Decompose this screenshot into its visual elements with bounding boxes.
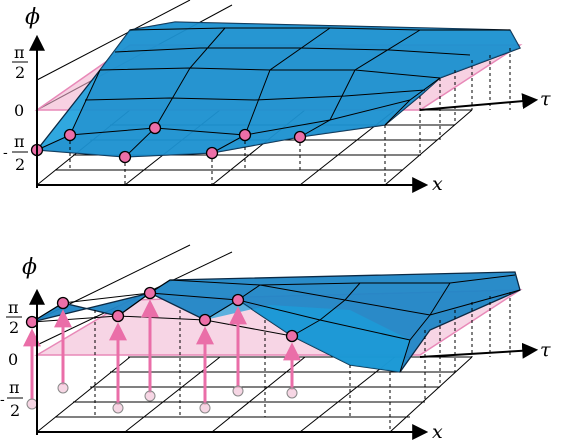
svg-text:-: -	[0, 392, 5, 408]
svg-text:π: π	[14, 43, 25, 62]
bottom-faded-marker-1	[26, 398, 38, 410]
top-tick-minus-pi-half: π - 2	[3, 132, 28, 174]
svg-text:π: π	[14, 132, 25, 151]
top-marker-4	[148, 121, 162, 135]
top-marker-5	[205, 146, 219, 160]
top-markers	[30, 121, 307, 164]
svg-text:2: 2	[15, 63, 25, 82]
bottom-marker-4	[143, 286, 157, 300]
top-marker-7	[293, 130, 307, 144]
bottom-marker-6	[231, 293, 245, 307]
bottom-panel: ϕ x τ π 2 0 π - 2	[0, 244, 551, 443]
bottom-x-label: x	[432, 421, 443, 443]
svg-text:2: 2	[15, 155, 25, 174]
bottom-faded-marker-3	[112, 402, 124, 414]
bottom-floor-grid	[36, 356, 473, 433]
bottom-update-arrows	[23, 299, 301, 405]
top-panel: ϕ x τ π 2 0 π - 2	[3, 0, 551, 195]
top-tick-pi-half: π 2	[12, 43, 28, 82]
top-marker-2	[63, 128, 77, 142]
bottom-drop-lines	[94, 292, 511, 432]
top-back-line	[36, 0, 191, 81]
top-phi-label: ϕ	[25, 5, 40, 30]
bottom-tick-pi-half: π 2	[6, 298, 22, 337]
top-tick-zero: 0	[14, 101, 24, 120]
top-tau-axis	[419, 93, 539, 111]
top-marker-6	[238, 128, 252, 142]
bottom-tick-zero: 0	[8, 350, 18, 369]
bottom-faded-marker-2	[57, 382, 69, 394]
svg-text:2: 2	[10, 401, 20, 420]
top-tau-label: τ	[540, 88, 551, 110]
top-marker-3	[118, 150, 132, 164]
bottom-tick-minus-pi-half: π - 2	[0, 378, 23, 420]
svg-text:π: π	[8, 298, 19, 317]
svg-text:-: -	[3, 145, 8, 161]
bottom-tau-label: τ	[540, 339, 551, 361]
bottom-marker-7	[285, 329, 299, 343]
top-x-label: x	[432, 173, 443, 195]
bottom-tau-axis	[419, 342, 539, 359]
bottom-surface	[31, 271, 521, 373]
bottom-faded-markers	[26, 382, 298, 414]
bottom-faded-marker-4	[144, 390, 156, 402]
svg-text:2: 2	[9, 318, 19, 337]
bottom-faded-marker-7	[286, 387, 298, 399]
svg-text:π: π	[9, 378, 20, 397]
bottom-marker-2	[56, 296, 70, 310]
bottom-marker-3	[111, 309, 125, 323]
bottom-phi-label: ϕ	[22, 255, 37, 280]
bottom-marker-1	[25, 315, 39, 329]
bottom-marker-5	[198, 313, 212, 327]
bottom-faded-marker-6	[232, 385, 244, 397]
bottom-faded-marker-5	[199, 402, 211, 414]
